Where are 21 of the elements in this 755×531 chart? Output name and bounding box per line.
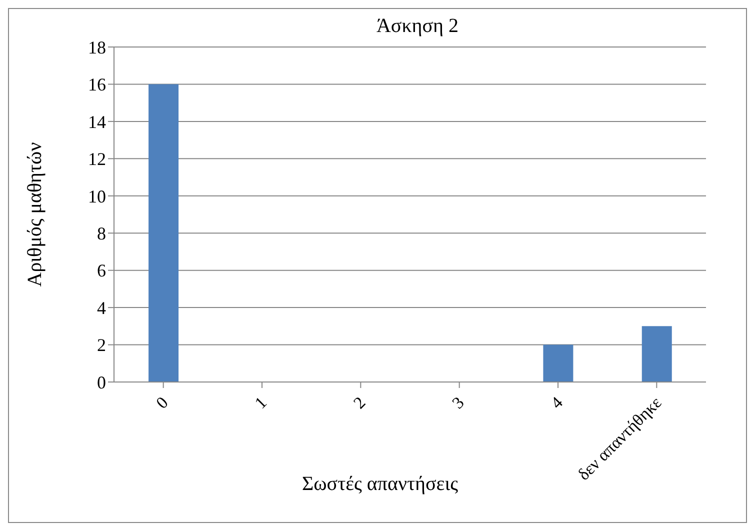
y-tick-label: 16 xyxy=(88,74,106,95)
x-tick-label: 1 xyxy=(251,393,270,412)
y-tick-label: 12 xyxy=(88,149,106,170)
y-axis-title: Αριθμός μαθητών xyxy=(24,142,46,287)
y-tick-label: 6 xyxy=(97,260,106,281)
y-tick-label: 2 xyxy=(97,335,106,356)
x-tick-label: 4 xyxy=(547,392,567,412)
bar xyxy=(543,344,574,382)
y-tick-label: 18 xyxy=(88,37,106,58)
y-tick-label: 4 xyxy=(97,298,106,318)
x-tick-label: 2 xyxy=(350,393,370,412)
chart-title: Άσκηση 2 xyxy=(375,15,460,38)
x-tick-label: 3 xyxy=(448,393,468,412)
x-axis-title: Σωστές απαντήσεις xyxy=(302,473,458,495)
bar xyxy=(148,84,179,382)
x-tick-label: 0 xyxy=(152,393,172,412)
y-tick-label: 8 xyxy=(97,224,106,244)
bar xyxy=(642,326,672,382)
y-tick-label: 0 xyxy=(97,372,106,392)
y-tick-label: 14 xyxy=(88,112,106,132)
y-tick-label: 10 xyxy=(88,186,106,206)
